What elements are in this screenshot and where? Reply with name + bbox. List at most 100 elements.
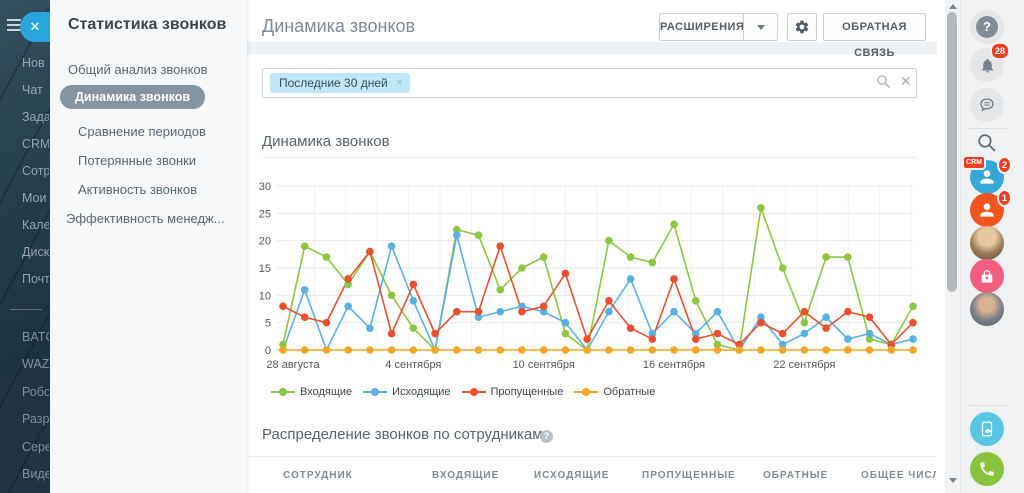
- nav-item-my[interactable]: Мои: [22, 191, 47, 205]
- legend-marker-icon: [574, 388, 599, 396]
- search-icon[interactable]: [876, 74, 891, 94]
- chart-section-title: Динамика звонков: [262, 133, 390, 150]
- help-icon[interactable]: ?: [540, 430, 553, 443]
- svg-text:25: 25: [259, 208, 271, 220]
- menu-item-lost-calls[interactable]: Потерянные звонки: [78, 153, 197, 168]
- filter-tag-label: Последние 30 дней: [279, 76, 388, 90]
- nav-item-news[interactable]: Нов: [22, 56, 45, 70]
- toolbar-divider: [969, 405, 1009, 406]
- nav-item-app-5[interactable]: Сере: [22, 440, 49, 454]
- legend-marker-icon: [363, 388, 388, 396]
- nav-item-app-6[interactable]: Виде: [22, 467, 49, 481]
- svg-text:15: 15: [259, 263, 271, 275]
- header-separator-band: [247, 42, 937, 54]
- nav-item-staff[interactable]: Сотр: [22, 164, 49, 178]
- nav-item-app-3[interactable]: Робо: [22, 385, 49, 399]
- scrollbar-thumb[interactable]: [947, 12, 957, 292]
- svg-text:0: 0: [265, 345, 271, 357]
- page-title: Динамика звонков: [262, 16, 416, 36]
- column-header-outgoing: ИСХОДЯЩИЕ: [534, 470, 610, 481]
- person-icon: [980, 170, 994, 184]
- column-header-incoming: ВХОДЯЩИЕ: [432, 470, 500, 481]
- lock-icon: [981, 270, 993, 283]
- nav-divider: [10, 309, 42, 310]
- filter-clear-icon[interactable]: ✕: [900, 73, 912, 89]
- menu-item-call-dynamics-active[interactable]: Динамика звонков: [60, 85, 206, 109]
- scroll-up-arrow[interactable]: [949, 4, 957, 9]
- filter-tag-remove-icon[interactable]: ×: [396, 77, 403, 89]
- nav-item-drive[interactable]: Диск: [22, 245, 49, 259]
- menu-item-general-analysis[interactable]: Общий анализ звонков: [68, 62, 208, 77]
- section-divider: [248, 456, 936, 457]
- menu-item-call-activity[interactable]: Активность звонков: [78, 182, 197, 197]
- nav-item-app-1[interactable]: BATC: [22, 330, 49, 344]
- phone-handset-icon: [980, 462, 994, 476]
- legend-marker-icon: [271, 388, 295, 396]
- legend-item: Пропущенные: [461, 386, 564, 398]
- legend-label: Входящие: [300, 386, 353, 398]
- legend-label: Пропущенные: [490, 386, 564, 398]
- menu-item-period-comparison[interactable]: Сравнение периодов: [78, 124, 206, 139]
- locked-user-avatar[interactable]: [970, 259, 1004, 293]
- svg-text:10: 10: [259, 290, 271, 302]
- column-header-missed: ПРОПУЩЕННЫЕ: [642, 470, 736, 481]
- nav-item-crm[interactable]: CRM: [22, 137, 49, 151]
- svg-text:22 сентября: 22 сентября: [773, 359, 835, 371]
- main-nav-rail: ✕ Нов Чат Зада CRM Сотр Мои Кале Диск По…: [0, 0, 50, 493]
- legend-label: Обратные: [603, 386, 656, 398]
- svg-text:4 сентября: 4 сентября: [385, 359, 441, 371]
- notifications-badge: 28: [990, 42, 1010, 60]
- scroll-down-arrow[interactable]: [949, 478, 957, 483]
- close-menu-button[interactable]: ✕: [20, 12, 50, 42]
- chat-button[interactable]: [970, 88, 1004, 122]
- bell-icon: [981, 58, 993, 73]
- nav-item-chat[interactable]: Чат: [22, 83, 43, 97]
- svg-text:28 августа: 28 августа: [266, 359, 320, 371]
- filter-tag-last-30-days[interactable]: Последние 30 дней ×: [270, 73, 410, 93]
- nav-item-mail[interactable]: Почт: [22, 272, 49, 286]
- extensions-button[interactable]: РАСШИРЕНИЯ: [659, 13, 744, 41]
- menu-item-manager-efficiency[interactable]: Эффективность менедж...: [66, 211, 225, 226]
- extensions-dropdown-button[interactable]: [743, 13, 778, 41]
- calls-count-badge: 1: [997, 189, 1012, 207]
- svg-text:5: 5: [265, 318, 271, 330]
- legend-item: Исходящие: [363, 386, 451, 398]
- user-avatar-photo-2[interactable]: [970, 292, 1004, 326]
- hamburger-menu-icon[interactable]: [7, 19, 21, 31]
- stats-menu-panel: Статистика звонков Общий анализ звонков …: [50, 0, 247, 493]
- nav-item-calendar[interactable]: Кале: [22, 218, 49, 232]
- legend-label: Исходящие: [392, 386, 451, 398]
- panel-title: Статистика звонков: [68, 16, 227, 33]
- chevron-down-icon: [756, 24, 765, 30]
- gear-icon: [795, 20, 809, 34]
- feedback-button[interactable]: ОБРАТНАЯ СВЯЗЬ: [823, 13, 926, 59]
- crm-tag-badge: CRM: [962, 155, 986, 170]
- call-dynamics-line-chart: 0 5 10 15 20 25 30 28 августа 4 сентября 10 сентя…: [259, 181, 917, 371]
- mobile-cloud-icon: [981, 421, 993, 437]
- nav-item-tasks[interactable]: Зада: [22, 110, 49, 124]
- crm-count-badge: 2: [997, 156, 1012, 174]
- legend-item: Обратные: [574, 386, 655, 398]
- nav-item-app-2[interactable]: WAZ: [22, 357, 49, 371]
- svg-text:10 сентября: 10 сентября: [513, 359, 575, 371]
- column-header-callback: ОБРАТНЫЕ: [763, 470, 829, 481]
- toolbar-divider: [969, 128, 1009, 129]
- nav-item-app-4[interactable]: Разр: [22, 412, 49, 426]
- user-avatar-photo[interactable]: [970, 226, 1004, 260]
- mobile-app-button[interactable]: [970, 412, 1004, 446]
- svg-text:16 сентября: 16 сентября: [643, 359, 705, 371]
- search-icon: [978, 134, 996, 152]
- legend-marker-icon: [461, 388, 486, 396]
- settings-button[interactable]: [787, 13, 817, 41]
- table-section-title: Распределение звонков по сотрудникам: [262, 426, 543, 443]
- help-button[interactable]: ?: [970, 10, 1004, 44]
- telephony-button[interactable]: [970, 452, 1004, 486]
- chart-legend: Входящие Исходящие Пропущенные Обратные: [271, 386, 655, 398]
- svg-text:30: 30: [259, 181, 271, 193]
- search-button[interactable]: [976, 132, 997, 158]
- legend-item: Входящие: [271, 386, 352, 398]
- chat-bubble-icon: [980, 98, 994, 112]
- svg-text:20: 20: [259, 236, 271, 248]
- column-header-total-calls: ОБЩЕЕ ЧИСЛО ЗВОНКОВ: [861, 470, 936, 481]
